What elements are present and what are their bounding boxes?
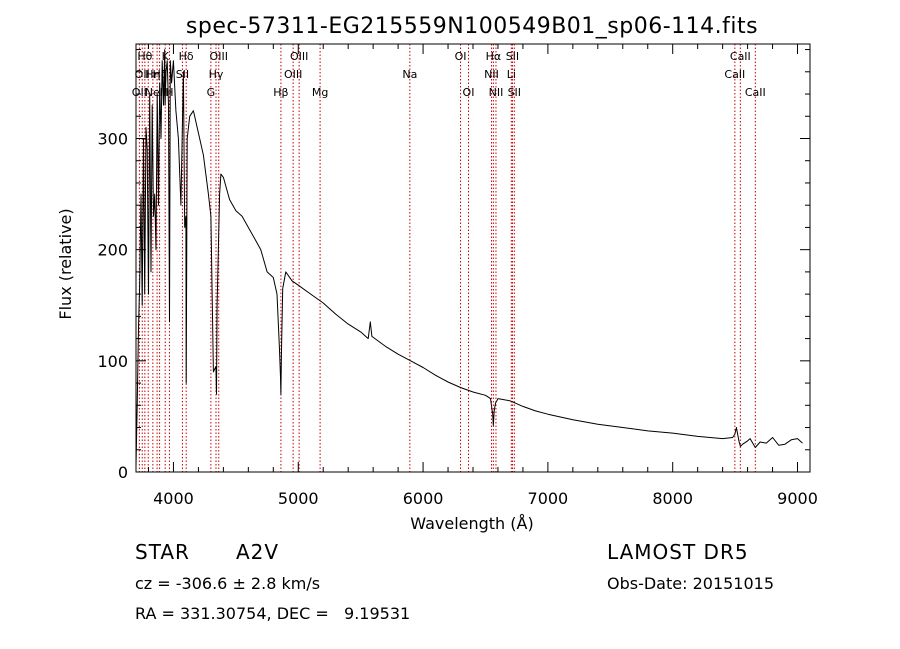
spectral-subclass: A2V [236, 540, 280, 564]
line-marker-label: Hα [486, 50, 502, 63]
line-marker-label: OII [135, 68, 150, 81]
line-marker-label: Hθ [137, 50, 152, 63]
spectral-line-markers [138, 44, 756, 472]
spectral-line-labels: OIIOIIHθHηNeIIIHζKHSIIHδGHγOIIIHβOIIIOII… [132, 50, 766, 99]
object-class: STAR [135, 540, 190, 564]
y-tick-label: 200 [97, 241, 128, 260]
redshift-value: cz = -306.6 ± 2.8 km/s [135, 574, 321, 593]
line-marker-label: Hβ [273, 86, 288, 99]
y-tick-label: 300 [97, 129, 128, 148]
line-marker-label: SII [506, 50, 519, 63]
x-tick-label: 4000 [153, 489, 194, 508]
axes: 4000 5000 6000 7000 8000 9000 0 100 200 300 [97, 44, 818, 508]
line-marker-label: CaII [745, 86, 766, 99]
y-tick-label: 0 [118, 463, 128, 482]
line-marker-label: SII [508, 86, 521, 99]
line-marker-label: OI [455, 50, 467, 63]
survey-label: LAMOST DR5 [607, 540, 749, 564]
spectrum-line [135, 49, 803, 467]
x-tick-label: 6000 [403, 489, 444, 508]
line-marker-label: G [207, 86, 216, 99]
line-marker-label: Hη [145, 68, 160, 81]
line-marker-label: CaII [724, 68, 745, 81]
line-marker-label: Na [402, 68, 417, 81]
line-marker-label: Mg [312, 86, 328, 99]
line-marker-label: OIII [290, 50, 308, 63]
line-marker-label: OI [463, 86, 475, 99]
x-axis-label: Wavelength (Å) [410, 514, 533, 533]
line-marker-label: NII [484, 68, 499, 81]
x-tick-label: 9000 [777, 489, 818, 508]
line-marker-label: OIII [210, 50, 228, 63]
line-marker-label: SII [176, 68, 189, 81]
coordinates: RA = 331.30754, DEC = 9.19531 [135, 604, 411, 623]
line-marker-label: Hγ [209, 68, 224, 81]
x-tick-label: 8000 [652, 489, 693, 508]
y-axis-label: Flux (relative) [56, 208, 75, 319]
line-marker-label: OIII [284, 68, 302, 81]
data-layer [135, 49, 803, 467]
chart-title: spec-57311-EG215559N100549B01_sp06-114.f… [186, 14, 758, 39]
x-tick-label: 5000 [278, 489, 319, 508]
line-marker-label: NII [489, 86, 504, 99]
plot-frame [135, 43, 811, 473]
y-tick-label: 100 [97, 352, 128, 371]
line-marker-label: Li [507, 68, 516, 81]
x-tick-label: 7000 [528, 489, 569, 508]
line-marker-label: CaII [730, 50, 751, 63]
line-marker-label: Hδ [179, 50, 194, 63]
observation-date: Obs-Date: 20151015 [607, 574, 775, 593]
line-marker-label: K [162, 50, 170, 63]
line-marker-label: H [165, 86, 173, 99]
